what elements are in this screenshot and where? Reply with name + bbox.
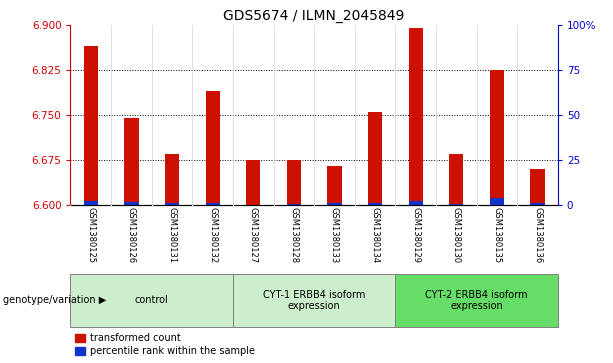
Bar — [124, 118, 139, 205]
Text: GSM1380132: GSM1380132 — [208, 207, 217, 263]
Bar — [490, 70, 504, 205]
Text: CYT-1 ERBB4 isoform
expression: CYT-1 ERBB4 isoform expression — [263, 290, 365, 311]
Text: GSM1380135: GSM1380135 — [492, 207, 501, 263]
Text: GSM1380131: GSM1380131 — [167, 207, 177, 263]
Bar — [165, 203, 179, 205]
Bar — [530, 203, 544, 205]
Title: GDS5674 / ILMN_2045849: GDS5674 / ILMN_2045849 — [224, 9, 405, 23]
Text: GSM1380133: GSM1380133 — [330, 207, 339, 264]
Bar — [409, 28, 423, 205]
Bar — [165, 154, 179, 205]
Bar — [287, 160, 301, 205]
Text: GSM1380125: GSM1380125 — [86, 207, 95, 263]
Text: GSM1380134: GSM1380134 — [371, 207, 379, 263]
Text: GSM1380128: GSM1380128 — [289, 207, 299, 263]
Text: CYT-2 ERBB4 isoform
expression: CYT-2 ERBB4 isoform expression — [425, 290, 528, 311]
Bar — [327, 166, 341, 205]
Text: GSM1380129: GSM1380129 — [411, 207, 420, 263]
Text: genotype/variation ▶: genotype/variation ▶ — [3, 295, 106, 305]
Bar — [124, 202, 139, 205]
Bar — [368, 112, 382, 205]
Text: GSM1380126: GSM1380126 — [127, 207, 136, 263]
Bar — [84, 201, 98, 205]
Text: GSM1380136: GSM1380136 — [533, 207, 542, 264]
Bar — [490, 198, 504, 205]
Bar — [395, 274, 558, 327]
Legend: transformed count, percentile rank within the sample: transformed count, percentile rank withi… — [75, 333, 255, 356]
Bar — [530, 169, 544, 205]
Text: GSM1380127: GSM1380127 — [249, 207, 257, 263]
Bar — [368, 203, 382, 205]
Text: control: control — [135, 295, 169, 305]
Bar — [449, 154, 463, 205]
Bar — [246, 160, 261, 205]
Bar — [449, 204, 463, 205]
Bar — [287, 204, 301, 205]
Bar — [327, 203, 341, 205]
Text: GSM1380130: GSM1380130 — [452, 207, 461, 263]
Bar — [205, 203, 219, 205]
Bar — [409, 201, 423, 205]
Bar — [84, 46, 98, 205]
Bar — [205, 91, 219, 205]
Bar — [233, 274, 395, 327]
Bar — [70, 274, 233, 327]
